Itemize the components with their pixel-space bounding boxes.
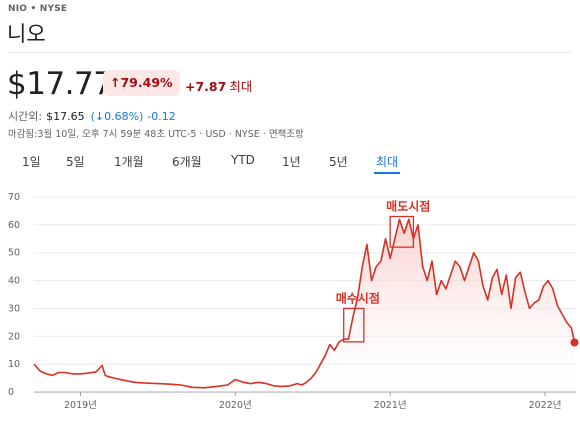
y-tick-label: 40 (8, 276, 20, 287)
buy-point-box (343, 307, 365, 343)
x-tick-label: 2022년 (529, 400, 562, 411)
sell-point-box (389, 215, 415, 248)
change-absolute: +7.87 (185, 79, 227, 94)
y-tick-label: 0 (8, 387, 14, 398)
tab-1m[interactable]: 1개월 (114, 155, 144, 169)
current-price: $17.77 (7, 66, 113, 102)
tab-max[interactable]: 최대 (373, 155, 401, 174)
market-closed-info: 마감됨:3월 10일, 오후 7시 59분 48초 UTC-5 · USD · … (8, 129, 304, 140)
y-tick-label: 70 (8, 192, 20, 203)
after-hours-price: $17.65 (46, 110, 85, 123)
buy-point-label: 매수시점 (336, 290, 380, 305)
header-divider (8, 52, 572, 53)
sell-point-label: 매도시점 (386, 199, 430, 214)
y-tick-label: 50 (8, 248, 20, 259)
tab-1d[interactable]: 1일 (22, 155, 41, 169)
after-hours: 시간외: $17.65 (↓0.68%) -0.12 (8, 108, 176, 124)
price-area (34, 219, 575, 392)
after-hours-absolute: -0.12 (147, 110, 176, 123)
price-line (33, 218, 576, 389)
after-hours-percent: (↓0.68%) (90, 110, 144, 123)
tab-5y[interactable]: 5년 (329, 155, 348, 169)
tab-1y[interactable]: 1년 (282, 155, 301, 169)
y-tick-label: 30 (8, 303, 20, 314)
tab-6m[interactable]: 6개월 (172, 155, 202, 169)
price-chart[interactable]: 0 10 20 30 40 50 60 70 2019년 2020년 2021년 2022년 매수시… (0, 185, 580, 425)
x-tick-label: 2019년 (64, 400, 97, 411)
y-tick-label: 20 (8, 331, 20, 342)
change-summary: +7.87 최대 (185, 76, 252, 95)
change-percent-badge: ↑79.49% (103, 70, 180, 96)
x-tick-label: 2021년 (374, 400, 407, 411)
after-hours-label: 시간외: (8, 110, 43, 123)
tab-5d[interactable]: 5일 (66, 155, 85, 169)
y-tick-label: 10 (8, 359, 20, 370)
tab-ytd[interactable]: YTD (231, 153, 255, 167)
x-tick-label: 2020년 (219, 400, 252, 411)
change-period: 최대 (229, 79, 253, 94)
y-tick-label: 60 (8, 220, 20, 231)
current-price-dot (570, 338, 579, 347)
stock-name: 니오 (7, 22, 46, 46)
ticker-label: NIO • NYSE (8, 4, 68, 14)
